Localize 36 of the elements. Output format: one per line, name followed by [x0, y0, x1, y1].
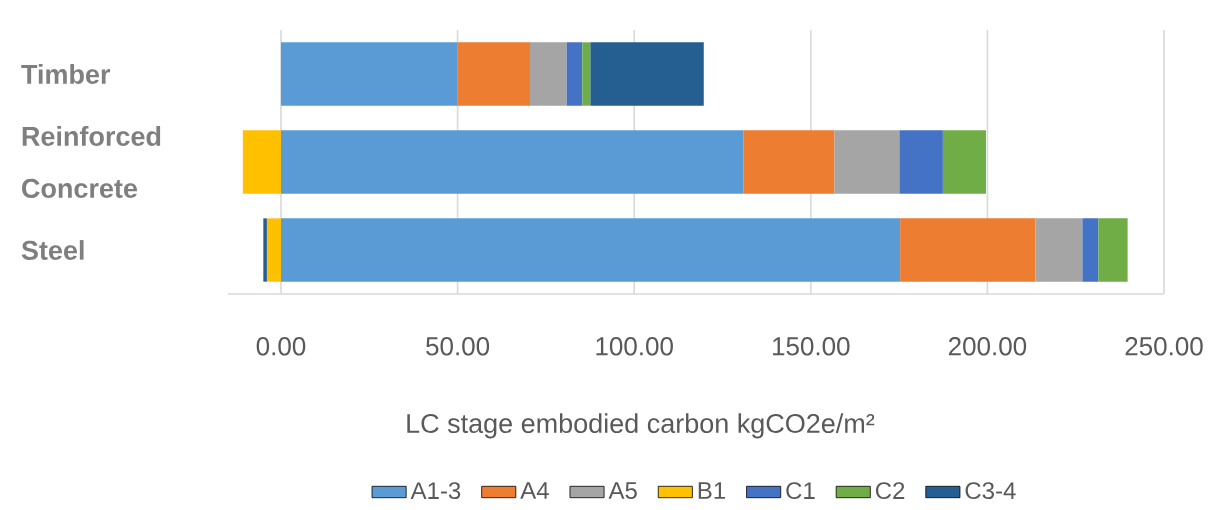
- bar: [280, 218, 901, 282]
- x-tick-label: 0.00: [256, 337, 306, 356]
- bar: [263, 218, 267, 282]
- bar: [566, 42, 583, 106]
- bar: [743, 130, 835, 194]
- x-tick-label: 50.00: [426, 337, 490, 356]
- y-tick-label: Steel: [21, 240, 84, 260]
- legend-label: A5: [608, 482, 637, 499]
- bar: [942, 130, 986, 194]
- legend-label: C3-4: [965, 482, 1016, 500]
- x-axis-title: LC stage embodied carbon kgCO2e/m²: [407, 413, 875, 439]
- bar: [1098, 218, 1128, 282]
- x-tick-label: 150.00: [773, 337, 850, 356]
- bar: [266, 218, 281, 282]
- bar: [590, 42, 704, 106]
- bar: [280, 130, 744, 194]
- category-label: Reinforced Concrete: [22, 126, 161, 198]
- bar: [1082, 218, 1099, 282]
- x-tick-label: 200.00: [948, 337, 1027, 356]
- bar: [1035, 218, 1083, 282]
- bar: [530, 42, 567, 106]
- legend-label: B1: [698, 482, 725, 499]
- bar: [899, 130, 943, 194]
- bar: [834, 130, 900, 194]
- legend-label: C1: [786, 482, 815, 500]
- legend-label: A1-3: [410, 482, 461, 500]
- legend-label: C2: [875, 482, 905, 500]
- bar: [242, 130, 281, 194]
- y-tick-label: Timber: [21, 64, 111, 84]
- x-tick-label: 100.00: [596, 337, 673, 356]
- bar: [457, 42, 530, 106]
- legend-label: A4: [520, 482, 549, 499]
- x-tick-label: 250.00: [1125, 337, 1203, 356]
- bar: [582, 42, 591, 106]
- bar: [280, 42, 458, 106]
- bar: [900, 218, 1036, 282]
